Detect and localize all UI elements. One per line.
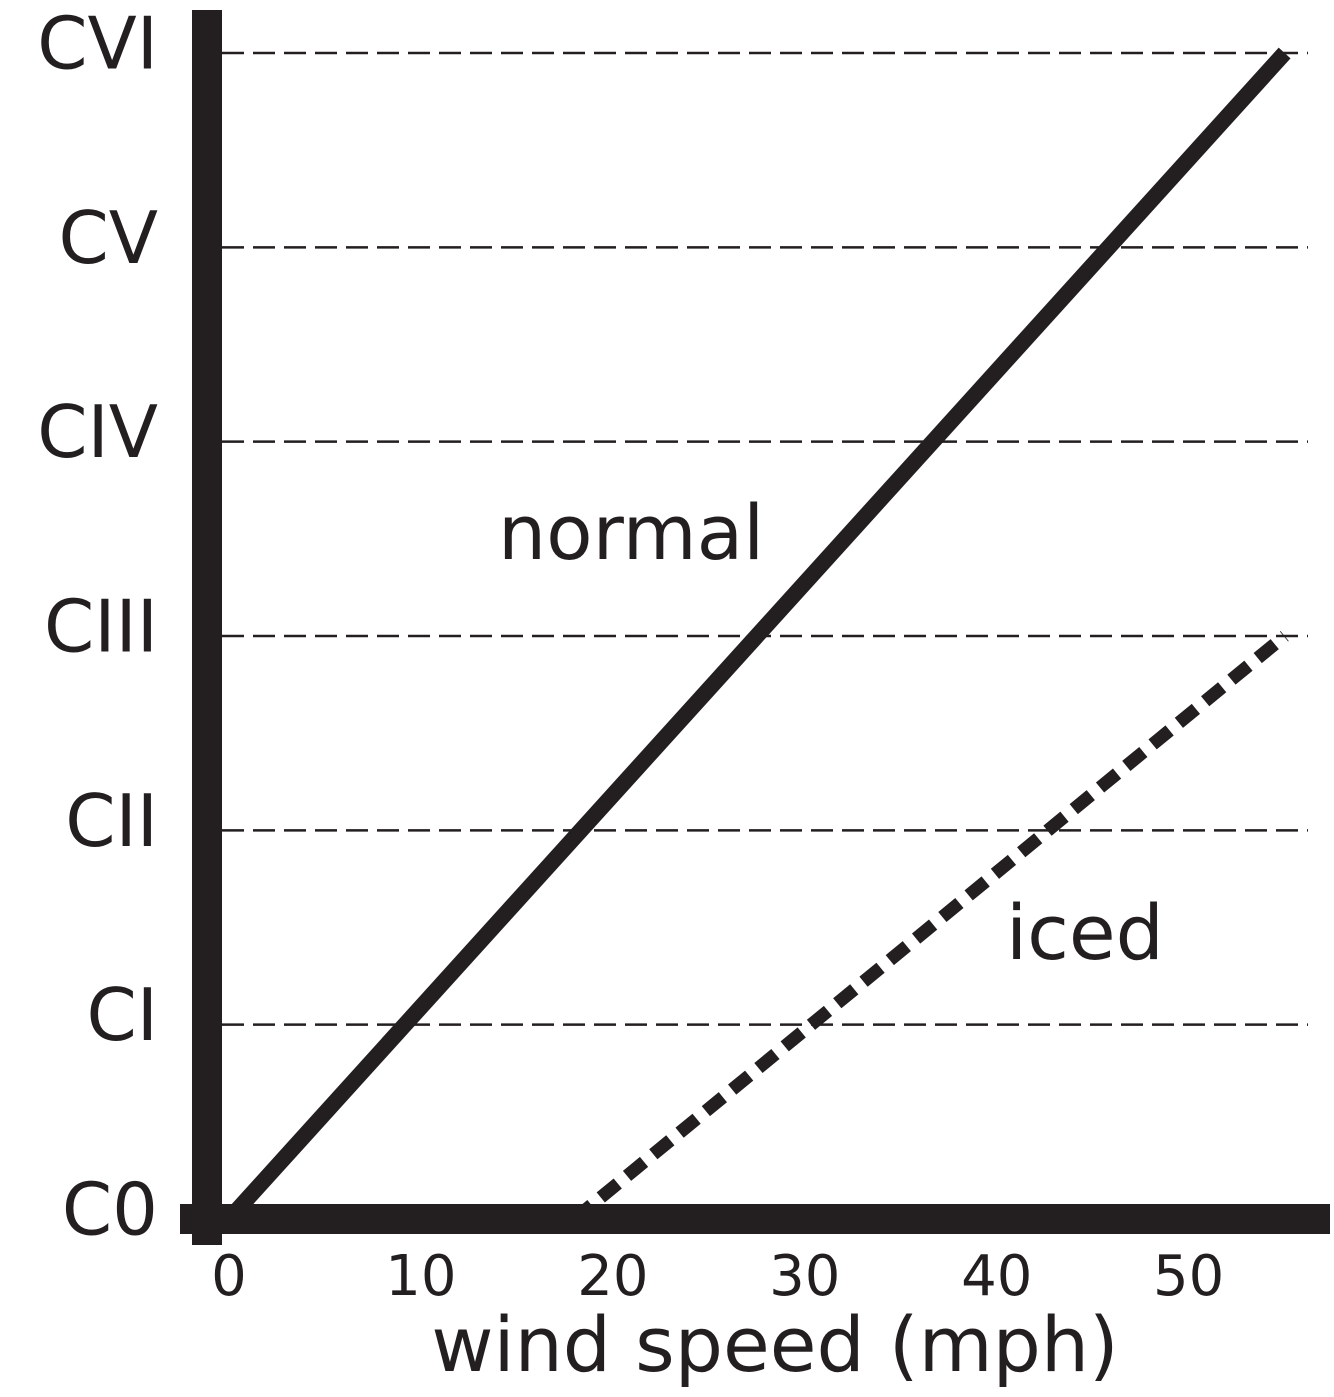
x-tick-label: 0 <box>211 1244 247 1309</box>
x-tick-label: 50 <box>1153 1244 1224 1309</box>
y-tick-label: CII <box>65 779 158 863</box>
y-tick-label: C0 <box>62 1168 158 1252</box>
y-tick-label: CV <box>58 196 158 280</box>
series-line <box>223 47 1291 1225</box>
x-tick-label: 40 <box>961 1244 1032 1309</box>
annotation: iced <box>1006 888 1164 977</box>
y-tick-label: CIII <box>44 585 158 669</box>
y-tick-label: CIV <box>37 390 158 474</box>
x-axis-label: wind speed (mph) <box>431 1300 1118 1389</box>
x-tick-label: 30 <box>769 1244 840 1309</box>
x-tick-label: 10 <box>385 1244 456 1309</box>
annotation: normal <box>498 488 764 577</box>
y-tick-label: CVI <box>37 2 158 86</box>
x-tick-label: 20 <box>577 1244 648 1309</box>
series-line <box>570 630 1289 1225</box>
y-tick-label: CI <box>86 973 158 1057</box>
